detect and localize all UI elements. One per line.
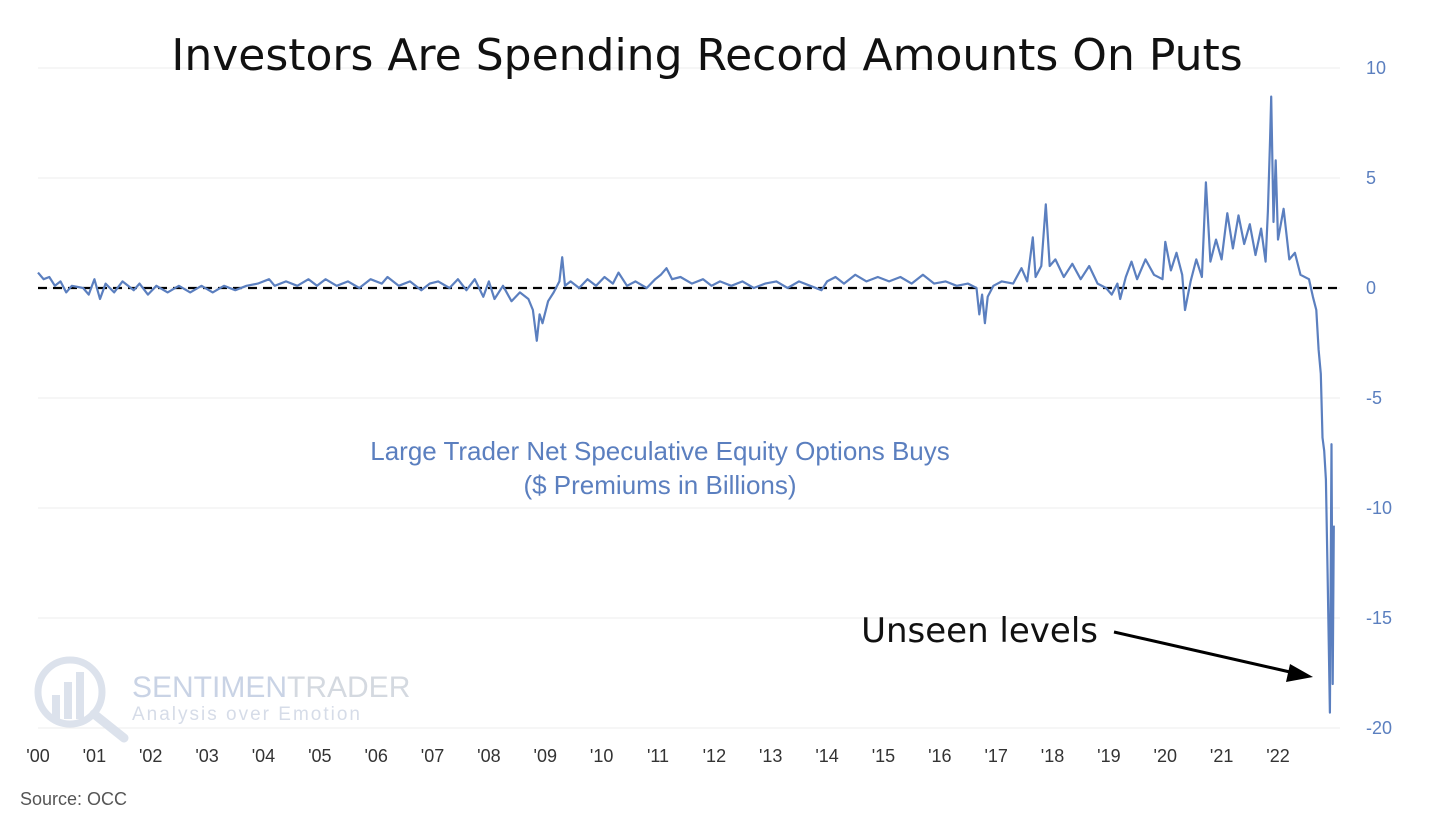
x-tick-label: '16 [928, 746, 951, 766]
x-tick-label: '09 [534, 746, 557, 766]
watermark-logo-bar [76, 672, 84, 719]
x-tick-label: '20 [1154, 746, 1177, 766]
series-label-line2: ($ Premiums in Billions) [523, 470, 796, 500]
y-axis-ticks: 10 5 0 -5 -10 -15 -20 [1366, 58, 1392, 738]
x-tick-label: '00 [26, 746, 49, 766]
x-tick-label: '12 [703, 746, 726, 766]
watermark-logo-bar [52, 695, 60, 719]
x-tick-label: '07 [421, 746, 444, 766]
y-tick-label: 0 [1366, 278, 1376, 298]
chart-title: Investors Are Spending Record Amounts On… [171, 30, 1242, 81]
x-tick-label: '22 [1266, 746, 1289, 766]
x-tick-label: '03 [195, 746, 218, 766]
x-tick-label: '15 [872, 746, 895, 766]
x-tick-label: '05 [308, 746, 331, 766]
watermark: SENTIMENTRADER Analysis over Emotion [34, 656, 410, 743]
x-tick-label: '14 [815, 746, 838, 766]
x-tick-label: '19 [1097, 746, 1120, 766]
x-tick-label: '06 [364, 746, 387, 766]
series-label-line1: Large Trader Net Speculative Equity Opti… [370, 436, 950, 466]
source-note: Source: OCC [20, 789, 127, 809]
x-tick-label: '13 [759, 746, 782, 766]
x-tick-label: '17 [984, 746, 1007, 766]
x-tick-label: '01 [83, 746, 106, 766]
x-tick-label: '10 [590, 746, 613, 766]
x-tick-label: '08 [477, 746, 500, 766]
x-axis-ticks: '00 '01 '02 '03 '04 '05 '06 '07 '08 '09 '10 '11 '12 '… [26, 746, 1289, 766]
watermark-logo-handle [89, 709, 129, 743]
y-tick-label: -10 [1366, 498, 1392, 518]
y-tick-label: 10 [1366, 58, 1386, 78]
y-tick-label: 5 [1366, 168, 1376, 188]
x-tick-label: '11 [647, 746, 669, 766]
y-tick-label: -15 [1366, 608, 1392, 628]
series-line [37, 95, 1335, 714]
gridlines [38, 67, 1340, 729]
x-tick-label: '21 [1210, 746, 1233, 766]
annotation-arrow [1113, 630, 1313, 682]
x-tick-label: '02 [139, 746, 162, 766]
y-tick-label: -5 [1366, 388, 1382, 408]
x-tick-label: '04 [252, 746, 275, 766]
x-tick-label: '18 [1041, 746, 1064, 766]
watermark-brand: SENTIMENTRADER [132, 671, 410, 704]
watermark-logo-bar [64, 682, 72, 719]
annotation-label: Unseen levels [861, 611, 1098, 651]
watermark-logo-ring [34, 656, 106, 728]
y-tick-label: -20 [1366, 718, 1392, 738]
watermark-tagline: Analysis over Emotion [132, 704, 362, 725]
